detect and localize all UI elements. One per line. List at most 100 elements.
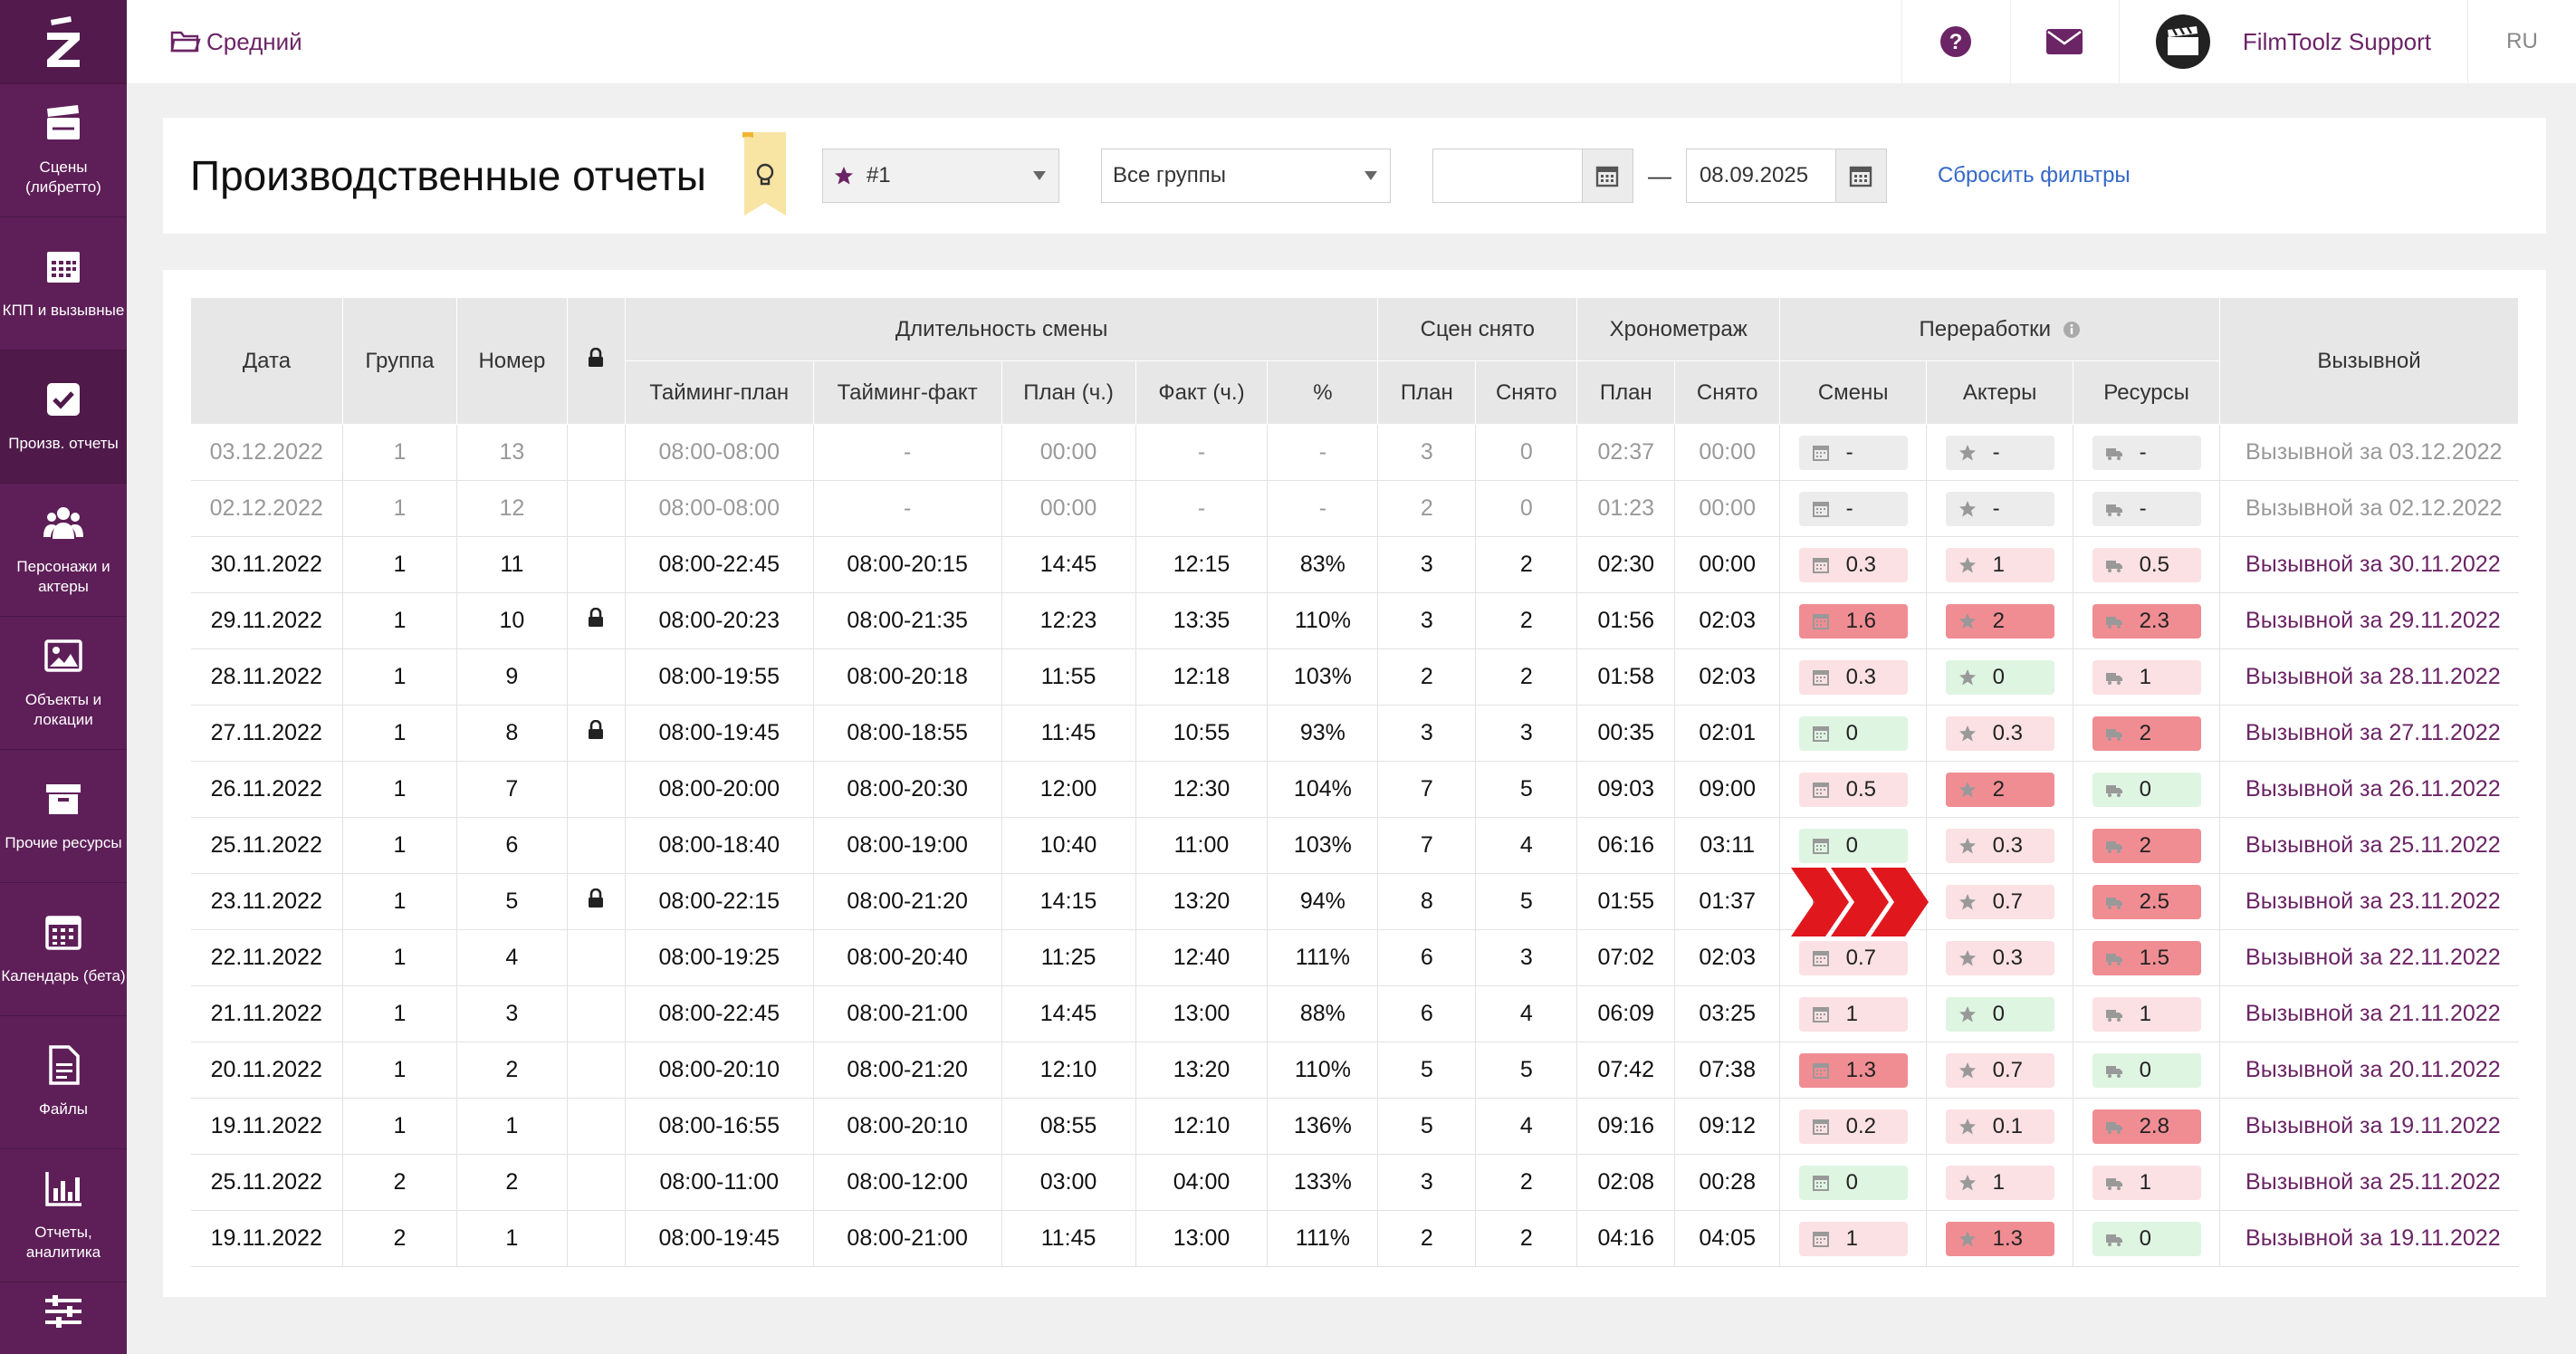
- col-fact-hours[interactable]: Факт (ч.): [1135, 360, 1269, 425]
- col-date[interactable]: Дата: [190, 297, 343, 425]
- sidebar-item-calendar-grid[interactable]: КПП и вызывные: [0, 216, 127, 350]
- callsheet-link[interactable]: Вызывной за 29.11.2022: [2219, 592, 2519, 649]
- overtime-actors-badge[interactable]: 1.3: [1945, 1221, 2054, 1256]
- overtime-shifts-badge[interactable]: 0: [1798, 828, 1908, 863]
- overtime-resources-badge[interactable]: 1.5: [2092, 940, 2201, 975]
- overtime-shifts-badge[interactable]: -: [1798, 435, 1908, 470]
- overtime-resources-badge[interactable]: -: [2092, 491, 2201, 526]
- info-icon[interactable]: [2063, 321, 2081, 339]
- reset-filters-link[interactable]: Сбросить фильтры: [1937, 163, 2131, 187]
- date-from-input[interactable]: [1432, 149, 1633, 203]
- sidebar-item-calendar[interactable]: Календарь (бета): [0, 882, 127, 1015]
- overtime-actors-badge[interactable]: -: [1945, 435, 2054, 470]
- overtime-actors-badge[interactable]: 2: [1945, 603, 2054, 639]
- callsheet-link[interactable]: Вызывной за 19.11.2022: [2219, 1210, 2519, 1267]
- overtime-resources-badge[interactable]: 0: [2092, 772, 2201, 807]
- table-row[interactable]: 21.11.2022 1 3 08:00-22:45 08:00-21:00 14:45 1…: [190, 985, 2519, 1042]
- overtime-actors-badge[interactable]: 0: [1945, 996, 2054, 1032]
- overtime-shifts-badge[interactable]: 0.5: [1798, 772, 1908, 807]
- col-fact-timing[interactable]: Тайминг-факт: [812, 360, 1002, 425]
- callsheet-link[interactable]: Вызывной за 25.11.2022: [2219, 817, 2519, 874]
- table-row[interactable]: 03.12.2022 1 13 08:00-08:00-00:00- -3 0 02:37 0…: [190, 424, 2519, 481]
- col-number[interactable]: Номер: [455, 297, 568, 425]
- z-logo-icon[interactable]: [0, 0, 127, 83]
- col-overtime-actors[interactable]: Актеры: [1926, 360, 2074, 425]
- col-timing-done[interactable]: Снято: [1674, 360, 1781, 425]
- overtime-shifts-badge[interactable]: -: [1798, 491, 1908, 526]
- overtime-resources-badge[interactable]: 0.5: [2092, 547, 2201, 582]
- callsheet-link[interactable]: Вызывной за 23.11.2022: [2219, 873, 2519, 930]
- table-row[interactable]: 02.12.2022 1 12 08:00-08:00-00:00- -2 0 01:23 0…: [190, 480, 2519, 537]
- col-percent[interactable]: %: [1267, 360, 1379, 425]
- overtime-resources-badge[interactable]: 0: [2092, 1052, 2201, 1088]
- table-row[interactable]: 23.11.2022 1 5 08:00-22:15 08:00-21:20 14:15 1…: [190, 873, 2519, 930]
- messages-button[interactable]: [2009, 0, 2119, 83]
- overtime-shifts-badge[interactable]: 0.3: [1798, 547, 1908, 582]
- callsheet-link[interactable]: Вызывной за 22.11.2022: [2219, 929, 2519, 986]
- callsheet-link[interactable]: Вызывной за 30.11.2022: [2219, 536, 2519, 593]
- date-to-input[interactable]: 08.09.2025: [1685, 149, 1887, 203]
- callsheet-link[interactable]: Вызывной за 28.11.2022: [2219, 648, 2519, 706]
- calendar-icon[interactable]: [1834, 149, 1886, 202]
- overtime-actors-badge[interactable]: 0.3: [1945, 828, 2054, 863]
- overtime-shifts-badge[interactable]: 1: [1798, 1221, 1908, 1256]
- sidebar-item-image[interactable]: Объекты и локации: [0, 616, 127, 749]
- overtime-actors-badge[interactable]: -: [1945, 491, 2054, 526]
- col-plan-hours[interactable]: План (ч.): [1001, 360, 1136, 425]
- sidebar-item-checkbox[interactable]: Произв. отчеты: [0, 350, 127, 483]
- overtime-resources-badge[interactable]: 1: [2092, 659, 2201, 695]
- col-group[interactable]: Группа: [341, 297, 457, 425]
- overtime-resources-badge[interactable]: 2.5: [2092, 884, 2201, 919]
- overtime-actors-badge[interactable]: 2: [1945, 772, 2054, 807]
- tips-bookmark[interactable]: [742, 132, 788, 217]
- overtime-actors-badge[interactable]: 0.3: [1945, 715, 2054, 751]
- group-select[interactable]: Все группы: [1100, 149, 1391, 203]
- overtime-resources-badge[interactable]: 2.8: [2092, 1109, 2201, 1144]
- table-row[interactable]: 25.11.2022 1 6 08:00-18:40 08:00-19:00 10:40 1…: [190, 817, 2519, 874]
- project-select[interactable]: #1: [821, 149, 1059, 203]
- overtime-shifts-badge[interactable]: 0: [1798, 1165, 1908, 1200]
- overtime-shifts-badge[interactable]: 1.3: [1798, 1052, 1908, 1088]
- overtime-actors-badge[interactable]: 0.3: [1945, 940, 2054, 975]
- sidebar-item-file[interactable]: Файлы: [0, 1015, 127, 1148]
- callsheet-link[interactable]: Вызывной за 03.12.2022: [2219, 424, 2519, 481]
- callsheet-link[interactable]: Вызывной за 27.11.2022: [2219, 705, 2519, 762]
- overtime-shifts-badge[interactable]: 0: [1798, 715, 1908, 751]
- col-overtime-resources[interactable]: Ресурсы: [2073, 360, 2221, 425]
- overtime-shifts-badge[interactable]: 0.7: [1798, 940, 1908, 975]
- table-row[interactable]: 28.11.2022 1 9 08:00-19:55 08:00-20:18 11:55 1…: [190, 648, 2519, 706]
- table-row[interactable]: 20.11.2022 1 2 08:00-20:10 08:00-21:20 12:10 1…: [190, 1042, 2519, 1099]
- table-row[interactable]: 26.11.2022 1 7 08:00-20:00 08:00-20:30 12:00 1…: [190, 761, 2519, 818]
- overtime-resources-badge[interactable]: 0: [2092, 1221, 2201, 1256]
- callsheet-link[interactable]: Вызывной за 21.11.2022: [2219, 985, 2519, 1042]
- callsheet-link[interactable]: Вызывной за 25.11.2022: [2219, 1154, 2519, 1211]
- overtime-actors-badge[interactable]: 0.7: [1945, 884, 2054, 919]
- overtime-shifts-badge[interactable]: 1: [1798, 996, 1908, 1032]
- col-scenes-done[interactable]: Снято: [1475, 360, 1578, 425]
- overtime-actors-badge[interactable]: 1: [1945, 1165, 2054, 1200]
- sidebar-item-clapperboard[interactable]: Сцены (либретто): [0, 83, 127, 216]
- sidebar-item-bar-chart[interactable]: Отчеты, аналитика: [0, 1148, 127, 1282]
- sidebar-item-box[interactable]: Прочие ресурсы: [0, 749, 127, 882]
- overtime-shifts-badge[interactable]: 0.3: [1798, 659, 1908, 695]
- overtime-resources-badge[interactable]: 2: [2092, 715, 2201, 751]
- overtime-resources-badge[interactable]: 2: [2092, 828, 2201, 863]
- callsheet-link[interactable]: Вызывной за 02.12.2022: [2219, 480, 2519, 537]
- language-switch[interactable]: RU: [2467, 0, 2576, 83]
- table-row[interactable]: 29.11.2022 1 10 08:00-20:23 08:00-21:35 12:23…: [190, 592, 2519, 649]
- overtime-shifts-badge[interactable]: 1.6: [1798, 603, 1908, 639]
- callsheet-link[interactable]: Вызывной за 26.11.2022: [2219, 761, 2519, 818]
- overtime-actors-badge[interactable]: 0.7: [1945, 1052, 2054, 1088]
- sidebar-item-sliders[interactable]: [0, 1282, 127, 1354]
- help-button[interactable]: ?: [1901, 0, 2010, 83]
- col-plan-timing[interactable]: Тайминг-план: [624, 360, 814, 425]
- col-timing-plan[interactable]: План: [1576, 360, 1676, 425]
- overtime-actors-badge[interactable]: 0.1: [1945, 1109, 2054, 1144]
- callsheet-link[interactable]: Вызывной за 19.11.2022: [2219, 1098, 2519, 1155]
- overtime-resources-badge[interactable]: 2.3: [2092, 603, 2201, 639]
- col-scenes-plan[interactable]: План: [1377, 360, 1477, 425]
- user-menu[interactable]: FilmToolz Support: [2118, 0, 2467, 83]
- table-row[interactable]: 19.11.2022 1 1 08:00-16:55 08:00-20:10 08:55 1…: [190, 1098, 2519, 1155]
- callsheet-link[interactable]: Вызывной за 20.11.2022: [2219, 1042, 2519, 1099]
- table-row[interactable]: 22.11.2022 1 4 08:00-19:25 08:00-20:40 11:25 1…: [190, 929, 2519, 986]
